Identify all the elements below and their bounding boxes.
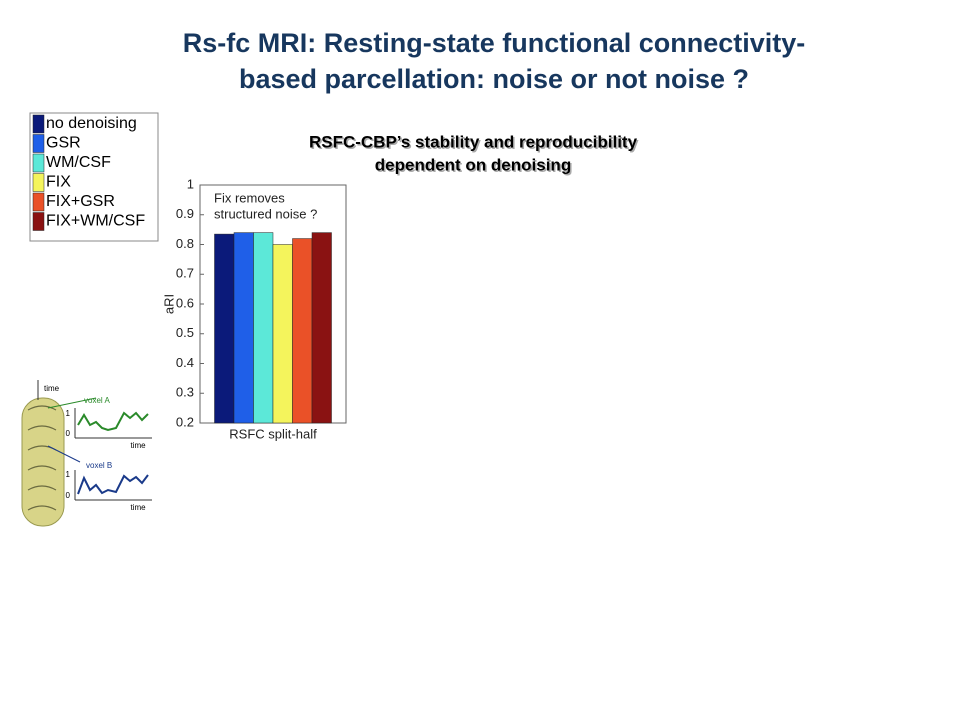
legend-label: WM/CSF [46, 154, 111, 171]
chart-title: RSFC-CBP’s stability and reproducibility [309, 132, 638, 151]
legend-swatch [32, 134, 45, 153]
legend-box [29, 112, 159, 242]
title-shadow: RSFC-CBP’s stability and reproducibility [310, 134, 639, 153]
inset-label: voxel A [84, 396, 110, 405]
bar [214, 233, 235, 424]
inset-tick: 1 [66, 470, 71, 479]
title-shadow: dependent on denoising [376, 157, 572, 176]
pointer [47, 397, 97, 409]
x-tick-label: RSFC split-half [229, 426, 317, 441]
inset-label: time [130, 441, 146, 450]
chart-title: RSFC-CBP’s stability and reproducibility… [309, 132, 639, 176]
chart-title: dependent on denoising [375, 155, 571, 174]
inset-label: voxel B [86, 461, 112, 470]
bar [233, 232, 254, 424]
inset-tick: 1 [66, 409, 71, 418]
slide-title: based parcellation: noise or not noise ? [239, 64, 749, 94]
slide-title: Rs-fc MRI: Resting-state functional conn… [183, 28, 806, 58]
legend-label: no denoising [46, 115, 137, 132]
y-tick-label: 0.9 [176, 206, 194, 221]
inset-label: time [44, 384, 60, 393]
bar [272, 244, 293, 424]
brain-texture [27, 405, 57, 511]
legend-label: GSR [46, 135, 81, 152]
legend-swatch [32, 114, 45, 134]
bar [292, 238, 313, 424]
legend-label: FIX+WM/CSF [46, 213, 145, 230]
annotation: structured noise ? [214, 206, 317, 221]
y-tick-label: 0.6 [176, 295, 194, 310]
inset-diagram: time voxel A 1 0 time voxel B 1 0 time [21, 380, 152, 527]
y-tick-label: 0.8 [176, 236, 194, 251]
legend-swatch [32, 173, 45, 192]
legend-label: FIX [46, 174, 71, 191]
legend-swatch [32, 192, 45, 212]
y-tick-label: 0.2 [176, 414, 194, 429]
signal-line [77, 474, 149, 495]
y-tick-label: 0.3 [176, 385, 194, 400]
legend-swatch [32, 153, 45, 173]
signal-line [77, 411, 149, 432]
legend-label: FIX+GSR [46, 193, 115, 210]
y-axis-label: aRI [161, 294, 176, 314]
y-tick-label: 0.7 [176, 266, 194, 281]
brain-slices [21, 397, 65, 527]
inset-tick: 0 [66, 491, 71, 500]
pointer [47, 445, 81, 463]
inset-label: time [130, 503, 146, 512]
bar [311, 232, 332, 424]
legend-swatch [32, 212, 45, 231]
inset-tick: 0 [66, 429, 71, 438]
y-tick-label: 0.5 [176, 325, 194, 340]
annotation: Fix removes [214, 190, 285, 205]
y-tick-label: 0.4 [176, 355, 194, 370]
bar [253, 232, 274, 424]
y-tick-label: 1 [187, 176, 194, 191]
